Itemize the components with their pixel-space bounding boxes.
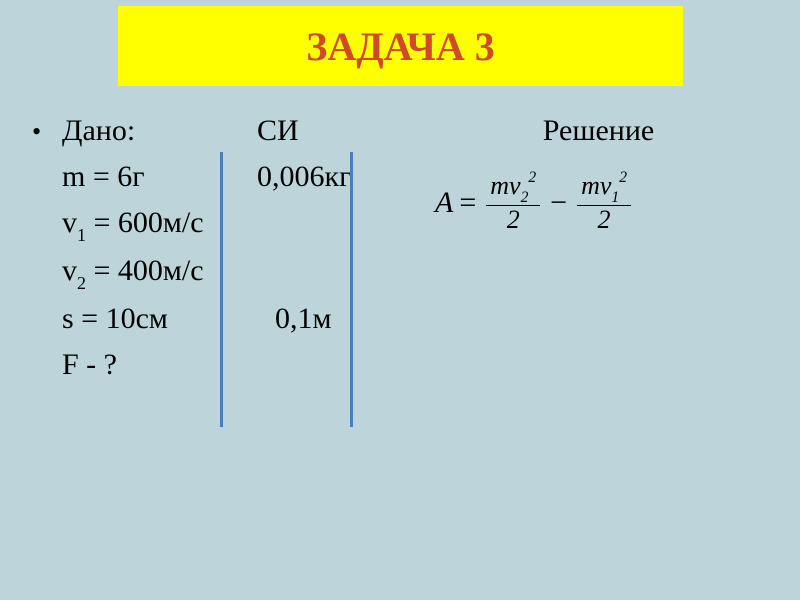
formula-lhs: A — [435, 186, 453, 220]
slide-title: ЗАДАЧА 3 — [306, 23, 495, 70]
given-s: s = 10см — [62, 298, 257, 340]
given-header: Дано: — [62, 110, 257, 152]
content-area: • Дано: СИ Решение m = 6г 0,006кг v1 = 6… — [32, 110, 780, 390]
row-mass: m = 6г 0,006кг — [32, 156, 780, 198]
given-f: F - ? — [62, 344, 257, 386]
row-s: s = 10см 0,1м — [32, 298, 780, 340]
title-bar: ЗАДАЧА 3 — [118, 6, 683, 86]
given-v2: v2 = 400м/с — [62, 250, 257, 294]
divider-2 — [350, 152, 353, 427]
fraction-term1: mv22 2 — [486, 172, 540, 233]
si-s: 0,1м — [257, 298, 417, 340]
given-mass: m = 6г — [62, 156, 257, 198]
row-v1: v1 = 600м/с — [32, 202, 780, 246]
equals-sign: = — [459, 186, 476, 220]
divider-1 — [220, 152, 223, 427]
solution-header: Решение — [417, 110, 780, 152]
fraction-term2: mv12 2 — [577, 172, 631, 233]
header-row: • Дано: СИ Решение — [32, 110, 780, 152]
minus-sign: − — [550, 186, 567, 220]
given-v1: v1 = 600м/с — [62, 202, 257, 246]
slide: ЗАДАЧА 3 • Дано: СИ Решение m = 6г 0,006… — [0, 0, 800, 600]
formula: A = mv22 2 − mv12 2 — [435, 172, 635, 233]
row-f: F - ? — [32, 344, 780, 386]
si-header: СИ — [257, 110, 417, 152]
si-mass: 0,006кг — [257, 156, 417, 198]
bullet-icon: • — [32, 114, 62, 150]
row-v2: v2 = 400м/с — [32, 250, 780, 294]
